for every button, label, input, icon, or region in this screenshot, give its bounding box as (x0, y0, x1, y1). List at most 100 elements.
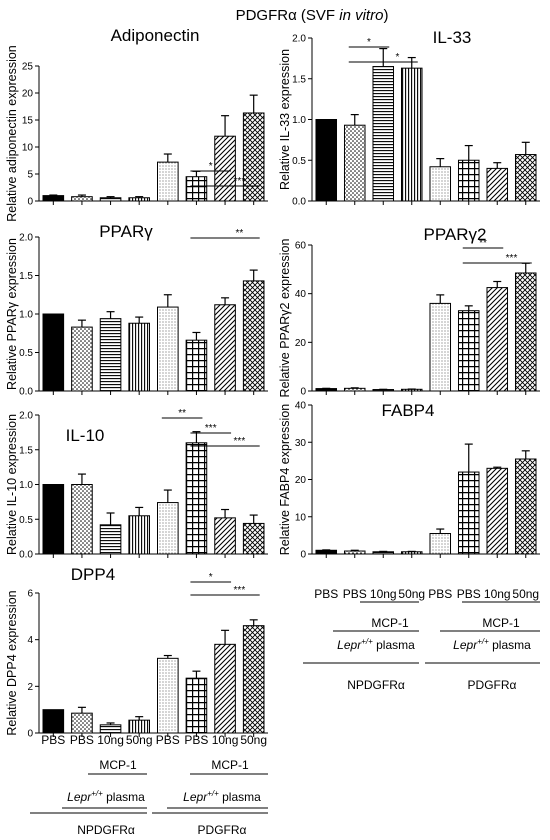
bar (343, 550, 366, 555)
bar (372, 551, 395, 555)
treatment-label: PBS (70, 733, 94, 747)
mcp1-label: MCP-1 (99, 758, 137, 772)
bar (71, 326, 93, 392)
bar (343, 124, 366, 202)
significance-label: *** (234, 585, 246, 596)
bar (71, 712, 93, 734)
bar (214, 304, 236, 392)
y-tick-label: 10 (22, 143, 34, 154)
bar (214, 135, 236, 202)
bar (315, 388, 338, 392)
y-tick-label: 10 (295, 512, 307, 523)
bar (214, 517, 236, 555)
y-axis-label: Relative PPARγ2 expression (278, 239, 292, 398)
significance-label: * (209, 572, 213, 583)
y-tick-label: 0.5 (292, 156, 306, 167)
plasma-label: Lepr+/+ plasma (183, 789, 261, 804)
bar (128, 197, 150, 202)
bar (400, 67, 423, 202)
bar (128, 322, 150, 392)
bar (42, 195, 65, 202)
bar (185, 176, 208, 202)
y-tick-label: 15 (22, 116, 34, 127)
y-tick-label: 20 (295, 475, 307, 486)
y-tick-label: 5 (27, 170, 33, 181)
bar (42, 709, 65, 734)
bar (457, 310, 480, 392)
y-axis-label: Relative PPARγ expression (5, 238, 19, 390)
y-tick-label: 20 (295, 338, 307, 349)
treatment-label: PBS (428, 587, 452, 601)
chart-panel-il-10: IL-10 Relative IL-10 expression 0.0 0.5 1.0 1… (5, 408, 268, 561)
bar (128, 515, 150, 555)
panels-layer: Adiponectin Relative adiponectin expressi… (5, 26, 540, 740)
y-tick-label: 0.0 (19, 387, 33, 398)
y-tick-label: 2.0 (19, 233, 33, 244)
bar (429, 533, 452, 555)
treatment-label: 10ng (97, 733, 124, 747)
plasma-label: Lepr+/+ plasma (453, 637, 531, 652)
y-tick-label: 1.0 (19, 480, 33, 491)
group-label-pdgfra: PDGFRα (468, 678, 517, 692)
chart-title: FABP4 (382, 401, 435, 420)
bar (343, 387, 366, 392)
chart-title: PPARγ (99, 222, 153, 241)
group-label-pdgfra: PDGFRα (198, 823, 247, 837)
condition-table-right: PBS PBS 10ng 50ng PBS PBS 10ng 50ng MCP-1 MCP-1… (303, 587, 540, 692)
chart-panel-fabp4: FABP4 Relative FABP4 expression 0 10 20 30 40 (278, 401, 540, 561)
y-tick-label: 20 (22, 89, 34, 100)
bar (514, 458, 537, 555)
bar (42, 484, 65, 555)
group-label-np: NPDGFRα (347, 678, 405, 692)
condition-table-left: PBS PBS 10ng 50ng PBS PBS 10ng 50ng MCP-1 MCP-1… (30, 733, 268, 837)
significance-label: * (396, 52, 400, 63)
bar (242, 280, 265, 392)
treatment-label: PBS (41, 733, 65, 747)
chart-title: Adiponectin (111, 26, 200, 45)
treatment-label: PBS (184, 733, 208, 747)
mcp1-label: MCP-1 (482, 616, 520, 630)
treatment-label: 10ng (370, 587, 397, 601)
y-axis-label: Relative DPP4 expression (5, 590, 19, 735)
treatment-label: 10ng (484, 587, 511, 601)
bar (99, 724, 122, 734)
y-tick-label: 0 (27, 729, 33, 740)
y-tick-label: 4 (27, 635, 33, 646)
figure-title: PDGFRα (SVF in vitro) (236, 7, 389, 24)
y-tick-label: 0 (27, 197, 33, 208)
treatment-label: PBS (314, 587, 338, 601)
y-tick-label: 0.0 (292, 197, 306, 208)
bar (242, 625, 265, 734)
y-axis-label: Relative FABP4 expression (278, 404, 292, 556)
y-tick-label: 2 (27, 682, 33, 693)
treatment-label: 10ng (212, 733, 239, 747)
significance-label: *** (234, 436, 246, 447)
treatment-label: 50ng (512, 587, 539, 601)
y-tick-label: 1.5 (292, 74, 306, 85)
plasma-label: Lepr+/+ plasma (337, 637, 415, 652)
bar (99, 197, 122, 202)
significance-label: *** (506, 253, 518, 264)
bar (185, 677, 208, 734)
treatment-label: 50ng (398, 587, 425, 601)
significance-label: * (367, 37, 371, 48)
mcp1-label: MCP-1 (371, 616, 409, 630)
y-tick-label: 0.0 (19, 550, 33, 561)
treatment-label: PBS (343, 587, 367, 601)
bar (157, 657, 179, 734)
bar (457, 471, 480, 555)
bar (214, 643, 236, 734)
y-axis-label: Relative IL-10 expression (5, 414, 19, 555)
chart-title: IL-33 (433, 28, 472, 47)
bar (185, 339, 208, 392)
significance-label: *** (234, 176, 246, 187)
y-tick-label: 60 (295, 241, 307, 252)
bar (185, 442, 208, 555)
bar (400, 551, 423, 555)
chart-title: PPARγ2 (424, 225, 487, 244)
y-tick-label: 25 (22, 62, 34, 73)
chart-panel-adiponectin: Adiponectin Relative adiponectin expressi… (5, 26, 268, 222)
y-tick-label: 1.5 (19, 271, 33, 282)
y-tick-label: 1.5 (19, 445, 33, 456)
